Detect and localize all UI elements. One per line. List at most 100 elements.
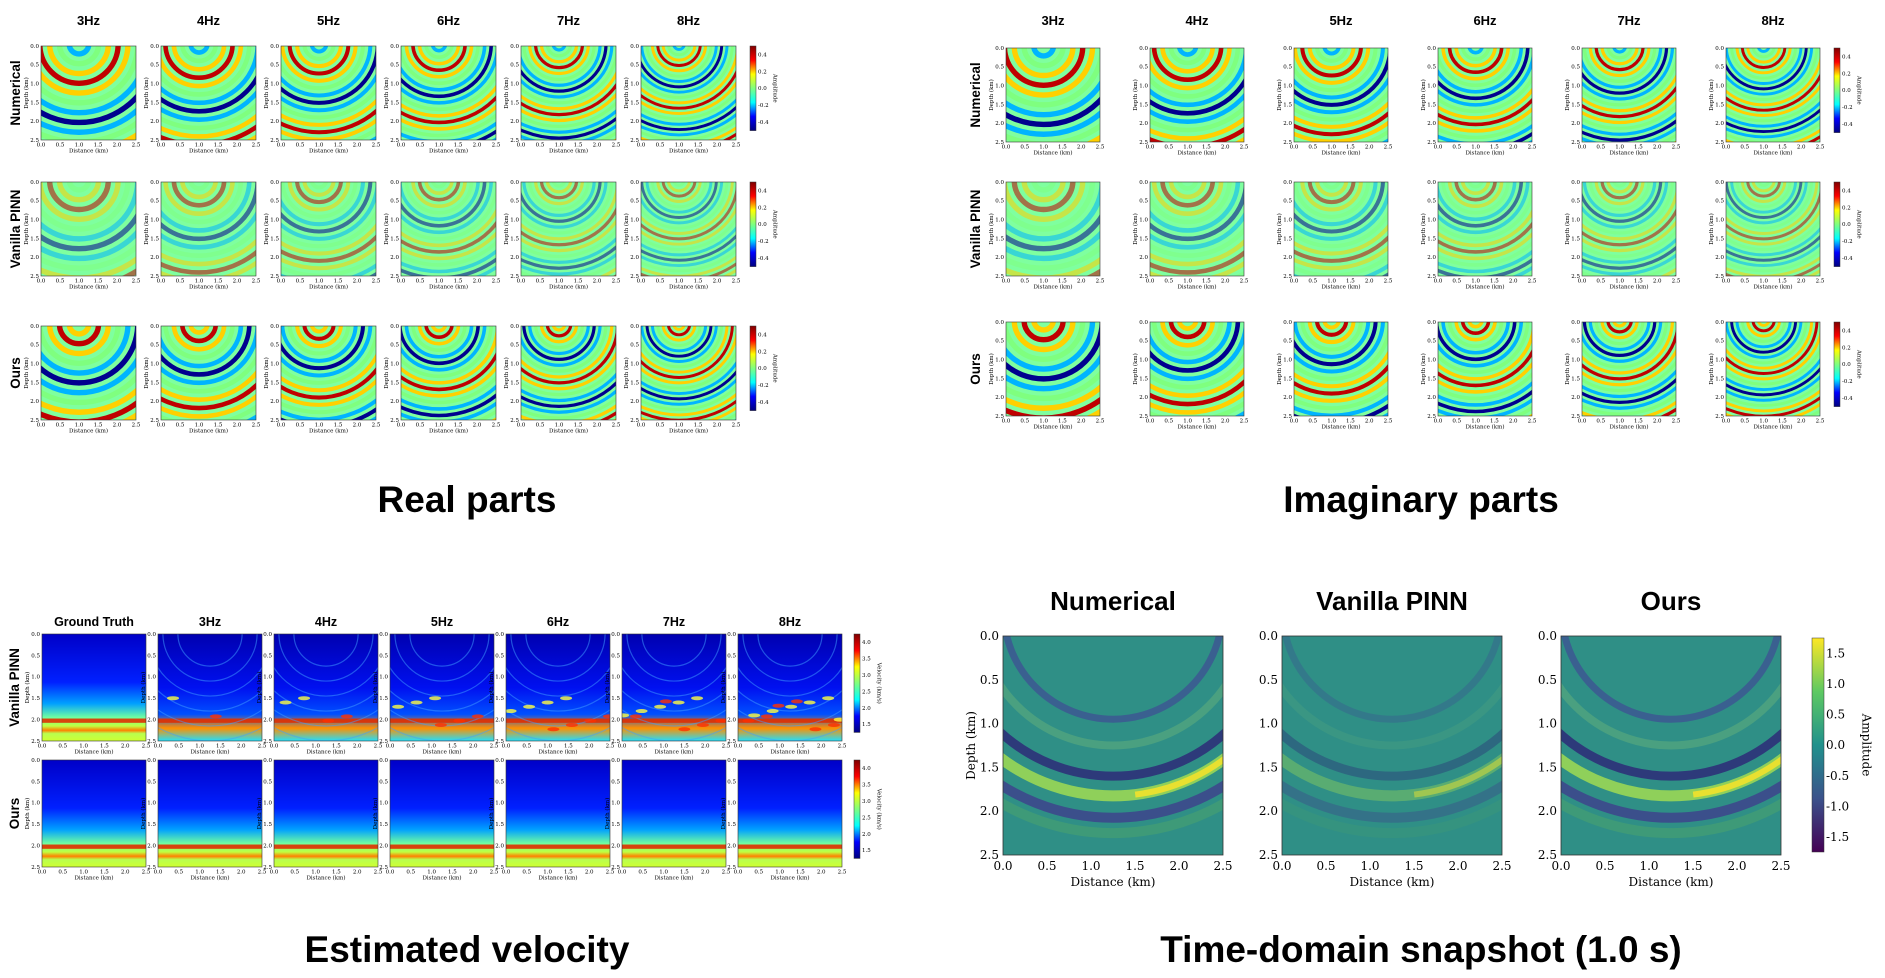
y-tick-label: 1.5 [495,822,504,828]
wavefield-panel: 0.0 0.0 0.5 0.5 1.0 1.0 1.5 1.5 2.0 2.0 2.5 2.5 Dist… [1708,320,1825,431]
x-tick-label: 0.0 [1146,145,1155,151]
x-tick-label: 0.0 [1146,419,1155,425]
y-tick-label: 1.5 [379,696,388,702]
colorbar-tick: 0.4 [758,332,767,338]
x-tick-label: 0.5 [174,870,183,876]
x-tick-label: 2.5 [258,744,267,750]
x-tick-label: 2.0 [113,143,122,149]
x-tick-label: 2.5 [490,870,499,876]
x-tick-label: 2.0 [353,143,362,149]
y-tick-label: 1.5 [630,380,639,386]
y-tick-label: 0.5 [1139,199,1148,205]
y-tick-label: 1.0 [611,801,620,807]
y-tick-label: 1.5 [1139,376,1148,382]
y-tick-label: 2.5 [995,274,1004,280]
y-tick-label: 0.5 [995,199,1004,205]
colorbar-tick: 4.0 [862,766,871,772]
x-tick-label: 2.5 [1672,419,1681,425]
x-tick-label: 0.0 [37,279,46,285]
x-tick-label: 2.5 [1384,279,1393,285]
x-tick-label: 2.0 [593,279,602,285]
x-tick-label: 2.5 [1816,419,1825,425]
x-axis-label: Distance (km) [1034,150,1073,157]
x-tick-label: 0.5 [176,279,185,285]
x-tick-label: 2.0 [353,744,362,750]
x-axis-label: Distance (km) [1754,284,1793,291]
y-axis-label: Depth (km) [623,213,630,245]
y-axis-label: Depth (km) [1708,79,1715,111]
y-tick-label: 1.0 [390,362,399,368]
x-tick-label: 0.5 [536,423,545,429]
x-tick-label: 0.5 [638,870,647,876]
snapshot-column-header: Ours [1641,586,1702,616]
y-tick-label: 2.5 [263,865,272,871]
x-tick-label: 0.0 [502,870,511,876]
x-axis-label: Distance (km) [669,428,708,435]
x-tick-label: 0.5 [296,143,305,149]
x-tick-label: 1.5 [216,870,225,876]
velocity-column-header: 7Hz [663,615,685,629]
y-tick-label: 1.5 [510,236,519,242]
y-tick-label: 1.5 [1538,760,1557,774]
caption-real-parts: Real parts [378,479,557,520]
x-tick-label: 2.0 [1509,145,1518,151]
x-tick-label: 0.5 [416,279,425,285]
colorbar-tick: 0.0 [758,222,767,228]
x-tick-label: 1.0 [427,744,436,750]
caption-time-domain-snapshot: Time-domain snapshot (1.0 s) [1160,929,1682,970]
x-tick-label: 1.0 [195,143,204,149]
y-axis-label: Depth (km) [1708,213,1715,245]
colorbar-label: Amplitude [1859,713,1873,777]
y-tick-label: 0.5 [611,653,620,659]
x-tick-label: 1.5 [694,279,703,285]
x-tick-label: 0.0 [397,143,406,149]
y-tick-label: 0.5 [1427,339,1436,345]
y-tick-label: 0.5 [1715,339,1724,345]
y-tick-label: 1.5 [1715,236,1724,242]
colorbar-tick: -0.4 [1842,122,1853,128]
x-axis-label: Distance (km) [1178,424,1217,431]
y-tick-label: 2.0 [1427,121,1436,127]
x-tick-label: 1.0 [1615,419,1624,425]
y-tick-label: 0.5 [379,653,388,659]
row-label: Numerical [8,60,23,125]
y-axis-label: Depth (km) [263,213,270,245]
x-tick-label: 2.5 [1816,145,1825,151]
x-tick-label: 0.0 [1002,279,1011,285]
wavefield-panel: 0.0 0.0 0.5 0.5 1.0 1.0 1.5 1.5 2.0 2.0 2.5 2.5 Dist… [23,44,141,155]
y-tick-label: 1.5 [30,100,39,106]
y-tick-label: 1.5 [150,100,159,106]
y-tick-label: 0.5 [31,779,40,785]
x-tick-label: 0.0 [1434,279,1443,285]
wavefield-panel: 0.0 0.0 0.5 0.5 1.0 1.0 1.5 1.5 2.0 2.0 2.5 2.5 Dist… [143,180,261,291]
y-tick-label: 0.0 [1427,180,1436,186]
y-tick-label: 1.0 [980,717,999,731]
x-tick-label: 1.0 [1759,145,1768,151]
y-tick-label: 1.5 [1283,236,1292,242]
x-tick-label: 2.0 [1221,279,1230,285]
y-tick-label: 2.0 [495,718,504,724]
y-tick-label: 2.5 [270,138,279,144]
y-tick-label: 2.0 [1715,255,1724,261]
colorbar-tick: 2.0 [862,832,871,838]
y-tick-label: 0.5 [1571,65,1580,71]
x-tick-label: 1.0 [659,744,668,750]
x-axis-label: Distance (km) [423,749,462,756]
x-axis-label: Distance (km) [309,148,348,155]
colorbar-tick: 0.4 [1842,328,1851,334]
x-tick-label: 0.0 [277,143,286,149]
x-axis-label: Distance (km) [429,428,468,435]
x-tick-label: 1.0 [195,870,204,876]
x-tick-label: 0.0 [618,870,627,876]
y-tick-label: 2.0 [630,255,639,261]
x-tick-label: 1.0 [195,744,204,750]
x-tick-label: 1.0 [435,423,444,429]
y-tick-label: 2.5 [611,865,620,871]
y-tick-label: 0.5 [390,343,399,349]
y-tick-label: 0.0 [727,632,736,638]
y-tick-label: 1.0 [263,801,272,807]
y-tick-label: 2.5 [150,138,159,144]
y-tick-label: 1.5 [31,822,40,828]
wavefield-panel: 0.0 0.0 0.5 0.5 1.0 1.0 1.5 1.5 2.0 2.0 2.5 2.5 Dist… [623,44,741,155]
